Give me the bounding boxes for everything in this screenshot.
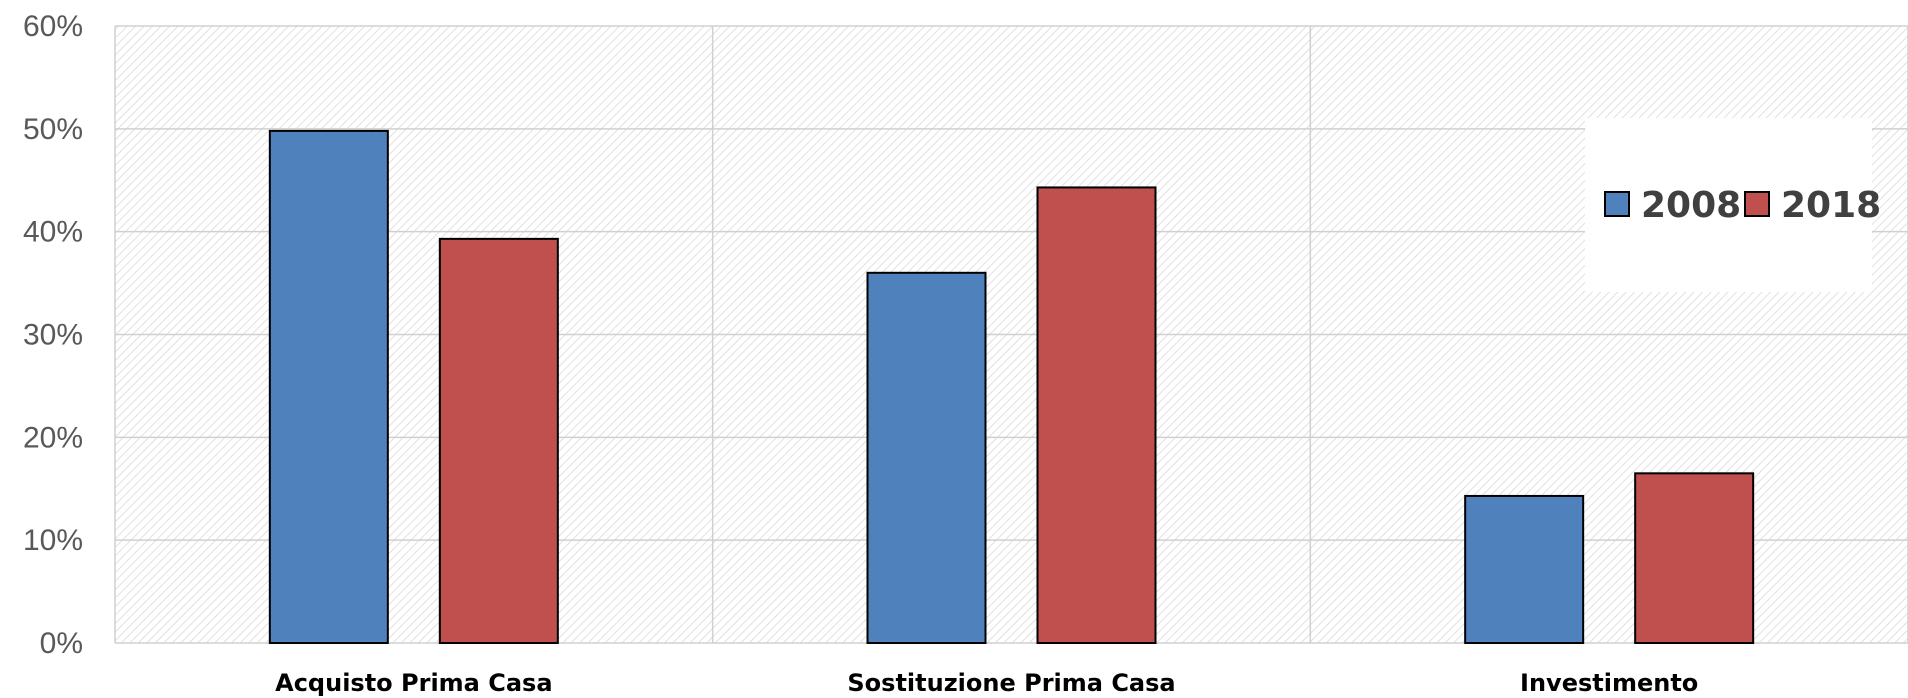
bar-2018-1 [1036, 186, 1157, 644]
x-tick-label: Acquisto Prima Casa [275, 669, 552, 697]
x-tick-label: Investimento [1520, 669, 1698, 697]
legend-label: 2008 [1641, 185, 1741, 226]
bar-2008-2 [1464, 494, 1585, 644]
y-tick-label: 50% [23, 113, 83, 146]
bars [268, 129, 1755, 645]
bar-2008-1 [866, 271, 987, 644]
y-tick-label: 20% [23, 421, 83, 454]
legend-swatch [1604, 191, 1630, 217]
x-axis: Acquisto Prima Casa Sostituzione Prima Ca… [275, 669, 1698, 697]
legend-swatch [1744, 191, 1770, 217]
gridlines [114, 25, 1908, 644]
legend-box [1585, 118, 1872, 292]
y-tick-label: 40% [23, 216, 83, 249]
y-axis: 0% 10% 20% 30% 40% 50% 60% [23, 10, 83, 660]
bar-2008-0 [268, 129, 389, 644]
bar-2018-2 [1634, 472, 1755, 645]
y-tick-label: 0% [40, 627, 83, 660]
x-tick-label: Sostituzione Prima Casa [847, 669, 1175, 697]
y-tick-label: 10% [23, 524, 83, 557]
legend-label: 2018 [1781, 185, 1881, 226]
legend: 2008 2018 [1585, 118, 1881, 292]
bar-2018-0 [438, 237, 559, 645]
y-tick-label: 30% [23, 319, 83, 352]
y-tick-label: 60% [23, 10, 83, 43]
